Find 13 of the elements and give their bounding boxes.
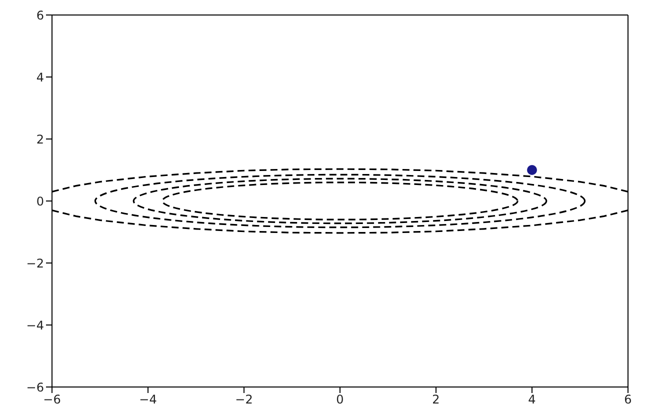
y-tick-label: 2: [36, 132, 44, 146]
y-tick-label: 0: [36, 194, 44, 208]
x-tick-label: −4: [139, 392, 157, 407]
x-tick-label: −2: [235, 392, 253, 407]
y-tick-label: −6: [26, 380, 44, 394]
x-tick-label: 2: [432, 392, 440, 407]
x-tick-label: 4: [528, 392, 536, 407]
y-tick-label: 4: [36, 70, 44, 84]
y-tick-label: −4: [26, 318, 44, 332]
x-tick-label: 6: [624, 392, 632, 407]
x-tick-label: 0: [336, 392, 344, 407]
y-tick-label: −2: [26, 256, 44, 270]
y-tick-label: 6: [36, 8, 44, 22]
